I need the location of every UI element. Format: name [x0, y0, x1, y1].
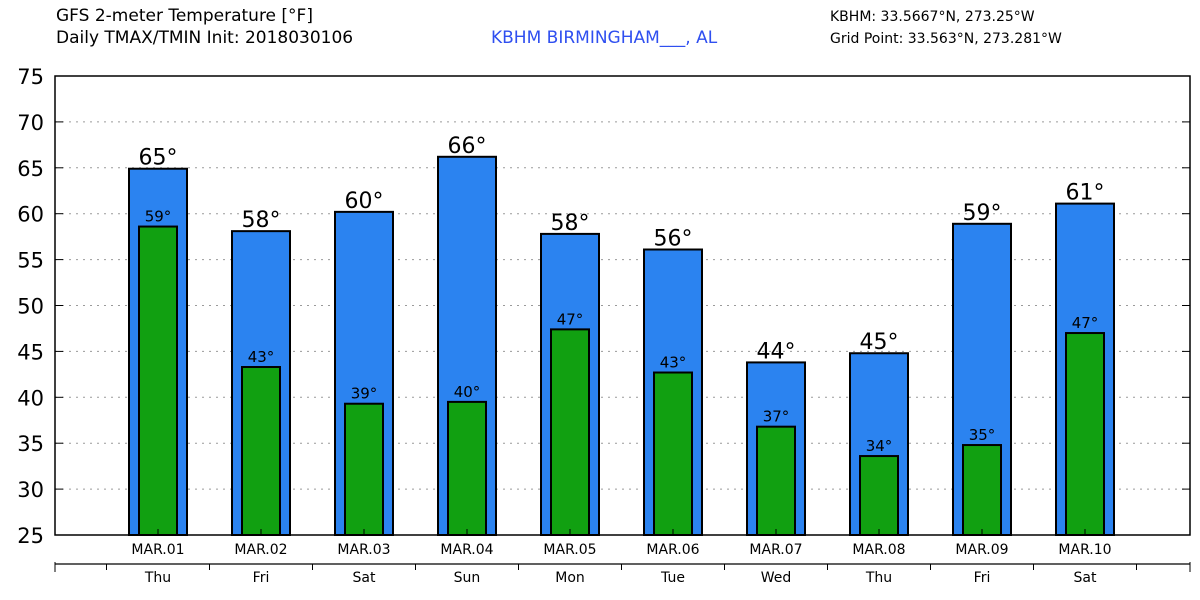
tmin-bar [962, 444, 1002, 537]
station-name: KBHM BIRMINGHAM___, AL [491, 28, 718, 48]
tmax-label: 59° [963, 201, 1002, 226]
x-weekday-label: Sat [353, 570, 376, 586]
x-weekday-label: Tue [660, 570, 685, 586]
x-weekday-label: Mon [555, 570, 585, 586]
chart-title: GFS 2-meter Temperature [°F] [56, 6, 313, 26]
x-date-label: MAR.09 [955, 542, 1008, 558]
tmin-bar [1065, 332, 1105, 537]
x-weekday-label: Sat [1074, 570, 1097, 586]
tmin-label: 47° [557, 310, 584, 328]
x-date-label: MAR.08 [852, 542, 905, 558]
y-tick-label: 25 [17, 524, 44, 548]
tmax-label: 61° [1066, 181, 1105, 206]
tmin-label: 35° [969, 426, 996, 444]
y-tick-label: 75 [17, 65, 44, 89]
x-weekday-label: Fri [974, 570, 991, 586]
tmax-label: 66° [448, 134, 487, 159]
tmin-bar [138, 225, 178, 536]
y-tick-label: 70 [17, 111, 44, 135]
x-date-label: MAR.04 [440, 542, 493, 558]
tmin-bar [756, 425, 796, 536]
y-tick-label: 55 [17, 249, 44, 273]
x-date-label: MAR.03 [337, 542, 390, 558]
x-weekday-label: Wed [761, 570, 792, 586]
x-date-label: MAR.06 [646, 542, 699, 558]
tmin-label: 39° [351, 385, 378, 403]
tmin-label: 47° [1072, 314, 1099, 332]
y-tick-label: 65 [17, 157, 44, 181]
x-date-label: MAR.01 [131, 542, 184, 558]
tmax-label: 56° [654, 227, 693, 252]
tmin-label: 34° [866, 437, 893, 455]
tmax-label: 60° [345, 189, 384, 214]
tmax-label: 65° [139, 146, 178, 171]
tmin-bar [447, 400, 487, 537]
x-weekday-label: Thu [144, 570, 171, 586]
tmin-bar [859, 455, 899, 536]
tmax-label: 44° [757, 339, 796, 364]
x-date-label: MAR.10 [1058, 542, 1111, 558]
x-date-label: MAR.07 [749, 542, 802, 558]
tmin-bar [344, 402, 384, 537]
y-tick-label: 35 [17, 432, 44, 456]
tmin-bar [653, 371, 693, 536]
tmin-label: 40° [454, 383, 481, 401]
tmax-label: 45° [860, 330, 899, 355]
tmax-label: 58° [551, 211, 590, 236]
y-tick-label: 60 [17, 203, 44, 227]
x-weekday-label: Fri [253, 570, 270, 586]
tmin-label: 37° [763, 408, 790, 426]
tmin-label: 43° [660, 354, 687, 372]
y-tick-label: 40 [17, 386, 44, 410]
y-tick-label: 30 [17, 478, 44, 502]
grid-point-coordinates: Grid Point: 33.563°N, 273.281°W [830, 31, 1062, 47]
y-tick-label: 45 [17, 340, 44, 364]
tmax-label: 58° [242, 208, 281, 233]
x-weekday-label: Thu [865, 570, 892, 586]
x-date-label: MAR.02 [234, 542, 287, 558]
station-coordinates: KBHM: 33.5667°N, 273.25°W [830, 9, 1035, 25]
tmin-bar [550, 328, 590, 537]
chart-subtitle: Daily TMAX/TMIN Init: 2018030106 [56, 28, 354, 48]
tmin-label: 43° [248, 348, 275, 366]
x-weekday-label: Sun [454, 570, 481, 586]
tmin-label: 59° [145, 208, 172, 226]
x-date-label: MAR.05 [543, 542, 596, 558]
tmin-bar [241, 366, 281, 537]
y-tick-label: 50 [17, 295, 44, 319]
